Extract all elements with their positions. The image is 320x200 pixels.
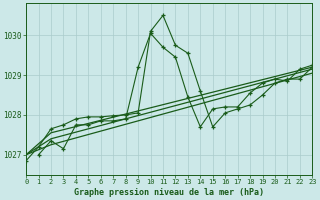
X-axis label: Graphe pression niveau de la mer (hPa): Graphe pression niveau de la mer (hPa) <box>74 188 264 197</box>
